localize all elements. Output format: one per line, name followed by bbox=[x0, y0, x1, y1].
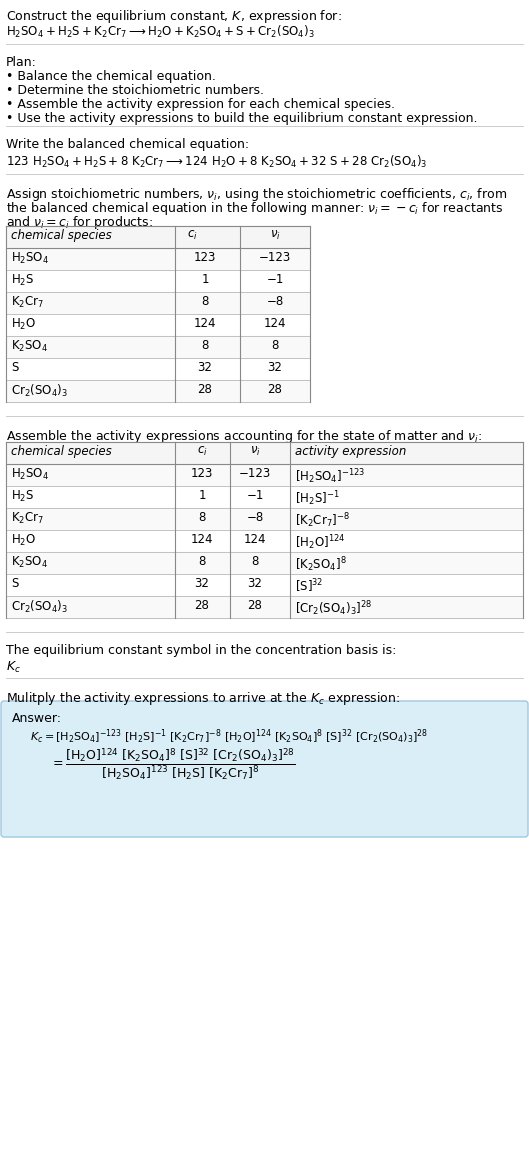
Text: and $\nu_i = c_i$ for products:: and $\nu_i = c_i$ for products: bbox=[6, 214, 153, 231]
Text: Construct the equilibrium constant, $K$, expression for:: Construct the equilibrium constant, $K$,… bbox=[6, 8, 342, 24]
Bar bbox=[6, 595, 523, 618]
Text: $\mathrm{H_2O}$: $\mathrm{H_2O}$ bbox=[11, 533, 36, 548]
Text: 124: 124 bbox=[264, 317, 286, 330]
Text: chemical species: chemical species bbox=[11, 229, 112, 242]
Text: $\mathrm{K_2SO_4}$: $\mathrm{K_2SO_4}$ bbox=[11, 338, 48, 354]
Text: Assemble the activity expressions accounting for the state of matter and $\nu_i$: Assemble the activity expressions accoun… bbox=[6, 428, 482, 445]
Text: $[\mathrm{H_2SO_4}]^{-123}$: $[\mathrm{H_2SO_4}]^{-123}$ bbox=[295, 468, 365, 486]
Bar bbox=[6, 270, 310, 292]
Text: −123: −123 bbox=[259, 251, 291, 264]
Bar bbox=[6, 552, 523, 575]
Text: $c_i$: $c_i$ bbox=[197, 445, 207, 458]
Text: 32: 32 bbox=[248, 577, 262, 590]
Text: $K_c = [\mathrm{H_2SO_4}]^{-123}\ [\mathrm{H_2S}]^{-1}\ [\mathrm{K_2Cr_7}]^{-8}\: $K_c = [\mathrm{H_2SO_4}]^{-123}\ [\math… bbox=[30, 728, 428, 747]
Bar bbox=[6, 380, 310, 402]
Text: 8: 8 bbox=[202, 338, 208, 352]
Text: $[\mathrm{K_2SO_4}]^8$: $[\mathrm{K_2SO_4}]^8$ bbox=[295, 555, 346, 573]
Text: $\nu_i$: $\nu_i$ bbox=[270, 229, 280, 242]
Text: chemical species: chemical species bbox=[11, 445, 112, 458]
Text: 1: 1 bbox=[201, 273, 209, 286]
Text: $\mathrm{Cr_2(SO_4)_3}$: $\mathrm{Cr_2(SO_4)_3}$ bbox=[11, 383, 68, 399]
Text: $\mathrm{H_2SO_4}$: $\mathrm{H_2SO_4}$ bbox=[11, 251, 49, 266]
Text: $\mathrm{K_2Cr_7}$: $\mathrm{K_2Cr_7}$ bbox=[11, 295, 44, 311]
Text: $[\mathrm{H_2O}]^{124}$: $[\mathrm{H_2O}]^{124}$ bbox=[295, 533, 345, 551]
Bar bbox=[6, 508, 523, 530]
Bar bbox=[6, 358, 310, 380]
Text: 8: 8 bbox=[202, 295, 208, 308]
Text: 124: 124 bbox=[244, 533, 266, 545]
Text: activity expression: activity expression bbox=[295, 445, 406, 458]
Text: $\mathrm{H_2S}$: $\mathrm{H_2S}$ bbox=[11, 488, 34, 504]
Text: 123: 123 bbox=[194, 251, 216, 264]
Text: 8: 8 bbox=[198, 511, 206, 525]
Text: $\mathrm{H_2S}$: $\mathrm{H_2S}$ bbox=[11, 273, 34, 288]
Text: Answer:: Answer: bbox=[12, 712, 62, 725]
Text: 8: 8 bbox=[198, 555, 206, 568]
Text: $123\ \mathrm{H_2SO_4 + H_2S + 8\ K_2Cr_7 \longrightarrow 124\ H_2O + 8\ K_2SO_4: $123\ \mathrm{H_2SO_4 + H_2S + 8\ K_2Cr_… bbox=[6, 154, 427, 170]
Text: 123: 123 bbox=[191, 468, 213, 480]
Bar bbox=[6, 464, 523, 486]
Text: $\mathrm{K_2SO_4}$: $\mathrm{K_2SO_4}$ bbox=[11, 555, 48, 570]
Text: −8: −8 bbox=[267, 295, 284, 308]
Text: $c_i$: $c_i$ bbox=[187, 229, 197, 242]
Text: $[\mathrm{K_2Cr_7}]^{-8}$: $[\mathrm{K_2Cr_7}]^{-8}$ bbox=[295, 511, 350, 529]
Text: • Determine the stoichiometric numbers.: • Determine the stoichiometric numbers. bbox=[6, 84, 264, 97]
Bar bbox=[6, 248, 310, 270]
Text: Assign stoichiometric numbers, $\nu_i$, using the stoichiometric coefficients, $: Assign stoichiometric numbers, $\nu_i$, … bbox=[6, 186, 507, 204]
Text: • Balance the chemical equation.: • Balance the chemical equation. bbox=[6, 70, 216, 83]
Text: $\mathrm{H_2O}$: $\mathrm{H_2O}$ bbox=[11, 317, 36, 333]
Bar bbox=[6, 292, 310, 314]
Text: S: S bbox=[11, 361, 19, 374]
Text: 8: 8 bbox=[271, 338, 279, 352]
Text: $[\mathrm{S}]^{32}$: $[\mathrm{S}]^{32}$ bbox=[295, 577, 323, 594]
FancyBboxPatch shape bbox=[1, 701, 528, 837]
Text: −1: −1 bbox=[266, 273, 284, 286]
Text: Plan:: Plan: bbox=[6, 56, 37, 69]
Text: $\mathrm{H_2SO_4 + H_2S + K_2Cr_7 \longrightarrow H_2O + K_2SO_4 + S + Cr_2(SO_4: $\mathrm{H_2SO_4 + H_2S + K_2Cr_7 \longr… bbox=[6, 24, 315, 40]
Bar bbox=[6, 575, 523, 595]
Text: 32: 32 bbox=[195, 577, 209, 590]
Text: $[\mathrm{H_2S}]^{-1}$: $[\mathrm{H_2S}]^{-1}$ bbox=[295, 488, 340, 508]
Text: 32: 32 bbox=[268, 361, 282, 374]
Bar bbox=[6, 442, 523, 464]
Text: $[\mathrm{Cr_2(SO_4)_3}]^{28}$: $[\mathrm{Cr_2(SO_4)_3}]^{28}$ bbox=[295, 599, 372, 618]
Bar bbox=[6, 314, 310, 336]
Text: 28: 28 bbox=[197, 383, 213, 395]
Text: $\mathrm{K_2Cr_7}$: $\mathrm{K_2Cr_7}$ bbox=[11, 511, 44, 526]
Text: $\nu_i$: $\nu_i$ bbox=[250, 445, 260, 458]
Text: • Use the activity expressions to build the equilibrium constant expression.: • Use the activity expressions to build … bbox=[6, 112, 478, 124]
Text: The equilibrium constant symbol in the concentration basis is:: The equilibrium constant symbol in the c… bbox=[6, 644, 396, 657]
Text: 28: 28 bbox=[195, 599, 209, 612]
Bar bbox=[6, 530, 523, 552]
Text: −1: −1 bbox=[247, 488, 263, 502]
Text: $\mathrm{H_2SO_4}$: $\mathrm{H_2SO_4}$ bbox=[11, 468, 49, 483]
Text: 124: 124 bbox=[194, 317, 216, 330]
Text: S: S bbox=[11, 577, 19, 590]
Text: 28: 28 bbox=[248, 599, 262, 612]
Bar bbox=[6, 486, 523, 508]
Text: 1: 1 bbox=[198, 488, 206, 502]
Text: • Assemble the activity expression for each chemical species.: • Assemble the activity expression for e… bbox=[6, 98, 395, 110]
Text: 32: 32 bbox=[197, 361, 213, 374]
Text: −123: −123 bbox=[239, 468, 271, 480]
Bar bbox=[6, 336, 310, 358]
Bar bbox=[6, 226, 310, 248]
Text: Write the balanced chemical equation:: Write the balanced chemical equation: bbox=[6, 138, 249, 151]
Text: $K_c$: $K_c$ bbox=[6, 659, 21, 675]
Text: $= \dfrac{[\mathrm{H_2O}]^{124}\ [\mathrm{K_2SO_4}]^8\ [\mathrm{S}]^{32}\ [\math: $= \dfrac{[\mathrm{H_2O}]^{124}\ [\mathr… bbox=[50, 745, 296, 782]
Text: −8: −8 bbox=[247, 511, 263, 525]
Text: the balanced chemical equation in the following manner: $\nu_i = -c_i$ for react: the balanced chemical equation in the fo… bbox=[6, 200, 504, 217]
Text: $\mathrm{Cr_2(SO_4)_3}$: $\mathrm{Cr_2(SO_4)_3}$ bbox=[11, 599, 68, 615]
Text: 8: 8 bbox=[251, 555, 259, 568]
Text: 28: 28 bbox=[268, 383, 282, 395]
Text: 124: 124 bbox=[191, 533, 213, 545]
Text: Mulitply the activity expressions to arrive at the $K_c$ expression:: Mulitply the activity expressions to arr… bbox=[6, 690, 400, 707]
